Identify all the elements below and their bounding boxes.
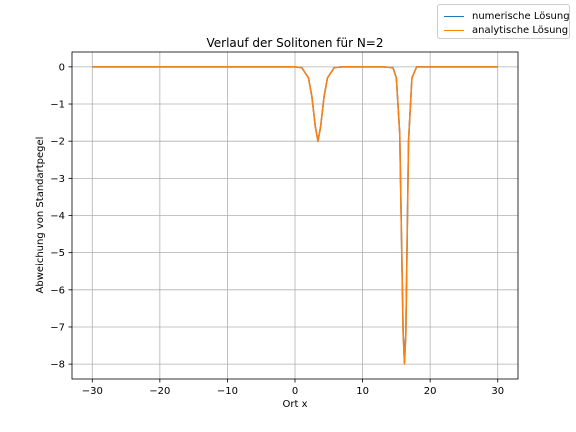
y-tick-label: −5 [50, 248, 65, 259]
y-tick-label: −4 [50, 211, 65, 222]
x-tick-label: −10 [217, 386, 238, 397]
y-axis-label: Abweichung von Standartpegel [35, 137, 46, 294]
y-tick-label: −6 [50, 285, 65, 296]
x-tick-label: 20 [424, 386, 437, 397]
legend-entry-analytisch: analytische Lösung [444, 23, 568, 37]
y-tick-label: −7 [50, 322, 65, 333]
legend-swatch-numerisch [444, 16, 464, 17]
y-tick-label: −2 [50, 137, 65, 148]
legend-label-analytisch: analytische Lösung [472, 25, 568, 36]
chart-title: Verlauf der Solitonen für N=2 [207, 36, 384, 50]
y-tick-label: −1 [50, 100, 65, 111]
legend-label-numerisch: numerische Lösung [472, 11, 570, 22]
x-tick-label: −20 [149, 386, 170, 397]
y-tick-label: 0 [59, 62, 65, 73]
y-tick-label: −3 [50, 174, 65, 185]
legend-entry-numerisch: numerische Lösung [444, 9, 570, 23]
legend-swatch-analytisch [444, 30, 464, 31]
legend: numerische Lösung analytische Lösung [437, 4, 570, 39]
y-tick-label: −8 [50, 360, 65, 371]
ticks: −30 −20 −10 0 10 20 30 0 −1 −2 −3 −4 −5 −6 −7 −8 [50, 62, 504, 397]
grid [72, 52, 518, 379]
x-tick-label: 10 [356, 386, 369, 397]
x-tick-label: −30 [82, 386, 103, 397]
x-axis-label: Ort x [283, 399, 308, 410]
x-tick-label: 30 [491, 386, 504, 397]
x-tick-label: 0 [292, 386, 298, 397]
